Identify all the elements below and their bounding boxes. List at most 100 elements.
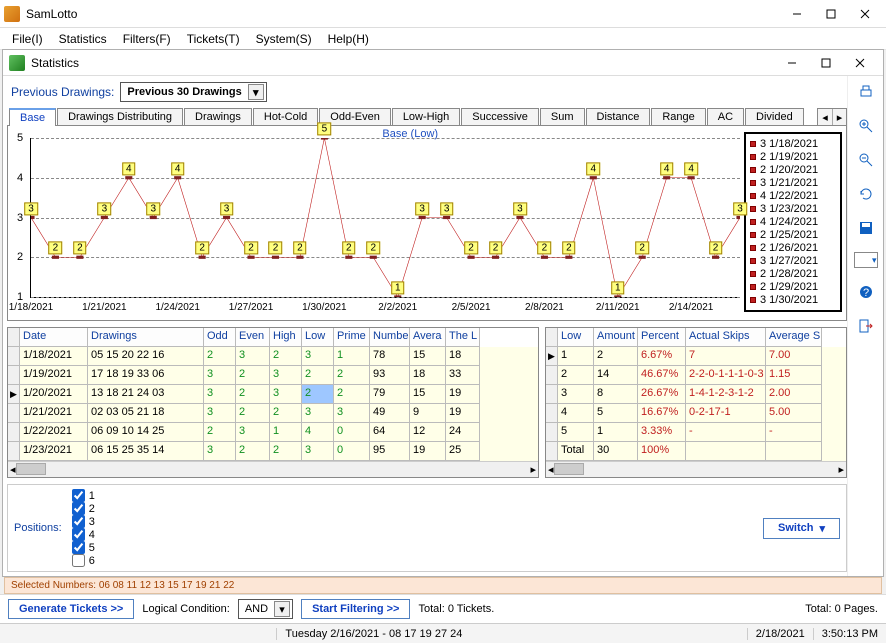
- position-checkbox-2[interactable]: 2: [72, 502, 95, 515]
- tab-range[interactable]: Range: [651, 108, 705, 125]
- table-row[interactable]: Total30100%: [546, 442, 846, 461]
- col-avg[interactable]: Avera: [410, 328, 446, 347]
- legend-item: 3 1/23/2021: [750, 203, 836, 215]
- col-even[interactable]: Even: [236, 328, 270, 347]
- legend-item: 2 1/26/2021: [750, 242, 836, 254]
- svg-text:?: ?: [862, 287, 868, 299]
- legend-item: 4 1/22/2021: [750, 190, 836, 202]
- col-tl[interactable]: The L: [446, 328, 480, 347]
- maximize-button[interactable]: [814, 3, 848, 25]
- app-titlebar: SamLotto: [0, 0, 886, 28]
- col-drw[interactable]: Drawings: [88, 328, 204, 347]
- close-button[interactable]: [848, 3, 882, 25]
- tab-distance[interactable]: Distance: [586, 108, 651, 125]
- tab-divided[interactable]: Divided: [745, 108, 804, 125]
- chart-panel: Base (Low) 123451/18/20211/21/20211/24/2…: [7, 126, 847, 321]
- table-row[interactable]: 4516.67%0-2-17-15.00: [546, 404, 846, 423]
- minimize-button[interactable]: [780, 3, 814, 25]
- position-checkbox-6[interactable]: 6: [72, 554, 95, 567]
- menu-item[interactable]: System(S): [248, 30, 320, 48]
- tab-successive[interactable]: Successive: [461, 108, 539, 125]
- refresh-icon[interactable]: [856, 184, 876, 204]
- tab-ac[interactable]: AC: [707, 108, 744, 125]
- col-low[interactable]: Low: [558, 328, 594, 347]
- side-toolbar: ▾ ?: [847, 76, 883, 576]
- legend-item: 2 1/28/2021: [750, 268, 836, 280]
- save-icon[interactable]: [856, 218, 876, 238]
- statistics-window: Statistics Previous Drawings: Previous 3…: [2, 49, 884, 577]
- col-skip[interactable]: Actual Skips: [686, 328, 766, 347]
- total-tickets-label: Total: 0 Tickets.: [418, 603, 494, 615]
- start-filtering-button[interactable]: Start Filtering >>: [301, 599, 410, 619]
- color-picker[interactable]: ▾: [854, 252, 878, 268]
- legend-item: 2 1/29/2021: [750, 281, 836, 293]
- position-checkbox-5[interactable]: 5: [72, 541, 95, 554]
- sub-maximize-button[interactable]: [809, 52, 843, 74]
- tab-scroll[interactable]: ◂▸: [817, 108, 847, 125]
- position-checkbox-3[interactable]: 3: [72, 515, 95, 528]
- tab-base[interactable]: Base: [9, 108, 56, 126]
- generate-tickets-button[interactable]: Generate Tickets >>: [8, 599, 134, 619]
- legend-item: 3 1/18/2021: [750, 138, 836, 150]
- table-row[interactable]: 21446.67%2-2-0-1-1-1-0-31.15: [546, 366, 846, 385]
- table-row[interactable]: 1/22/202106 09 10 14 2523140641224: [8, 423, 538, 442]
- logical-condition-value: AND: [245, 603, 268, 615]
- menu-item[interactable]: Tickets(T): [179, 30, 248, 48]
- position-checkbox-4[interactable]: 4: [72, 528, 95, 541]
- summary-table[interactable]: LowAmountPercentActual SkipsAverage S▶12…: [545, 327, 847, 478]
- switch-button[interactable]: Switch ▾: [763, 518, 840, 539]
- tab-strip: BaseDrawings DistributingDrawingsHot-Col…: [7, 108, 847, 126]
- chevron-down-icon: ▾: [248, 84, 264, 100]
- menu-bar: File(I)StatisticsFilters(F)Tickets(T)Sys…: [0, 28, 886, 50]
- chevron-down-icon: ▾: [274, 601, 290, 617]
- col-prime[interactable]: Prime: [334, 328, 370, 347]
- tab-hot-cold[interactable]: Hot-Cold: [253, 108, 318, 125]
- logical-condition-dropdown[interactable]: AND ▾: [238, 599, 293, 619]
- tab-low-high[interactable]: Low-High: [392, 108, 460, 125]
- positions-row: Positions: 1 2 3 4 5 6 Switch ▾: [7, 484, 847, 572]
- menu-item[interactable]: Statistics: [51, 30, 115, 48]
- zoom-in-icon[interactable]: [856, 116, 876, 136]
- tab-drawings[interactable]: Drawings: [184, 108, 252, 125]
- col-num[interactable]: Numbe: [370, 328, 410, 347]
- table-row[interactable]: 1/23/202106 15 25 35 1432230951925: [8, 442, 538, 461]
- table-row[interactable]: ▶126.67%77.00: [546, 347, 846, 366]
- status-time: 3:50:13 PM: [813, 628, 886, 640]
- sub-minimize-button[interactable]: [775, 52, 809, 74]
- sub-close-button[interactable]: [843, 52, 877, 74]
- positions-label: Positions:: [14, 522, 62, 534]
- menu-item[interactable]: Filters(F): [115, 30, 179, 48]
- legend-item: 2 1/25/2021: [750, 229, 836, 241]
- help-icon[interactable]: ?: [856, 282, 876, 302]
- table-row[interactable]: 3826.67%1-4-1-2-3-1-22.00: [546, 385, 846, 404]
- table-row[interactable]: 1/21/202102 03 05 21 183223349919: [8, 404, 538, 423]
- legend-item: 4 1/24/2021: [750, 216, 836, 228]
- tab-sum[interactable]: Sum: [540, 108, 585, 125]
- exit-icon[interactable]: [856, 316, 876, 336]
- table-row[interactable]: 1/18/202105 15 20 22 1623231781518: [8, 347, 538, 366]
- tab-drawings-distributing[interactable]: Drawings Distributing: [57, 108, 183, 125]
- prev-drawings-value: Previous 30 Drawings: [127, 86, 241, 98]
- table-row[interactable]: ▶1/20/202113 18 21 24 0332322791519: [8, 385, 538, 404]
- logical-condition-label: Logical Condition:: [142, 603, 229, 615]
- col-date[interactable]: Date: [20, 328, 88, 347]
- position-checkbox-1[interactable]: 1: [72, 489, 95, 502]
- col-amt[interactable]: Amount: [594, 328, 638, 347]
- tab-odd-even[interactable]: Odd-Even: [319, 108, 391, 125]
- col-avgs[interactable]: Average S: [766, 328, 822, 347]
- action-bar: Generate Tickets >> Logical Condition: A…: [0, 594, 886, 623]
- table-row[interactable]: 513.33%--: [546, 423, 846, 442]
- col-high[interactable]: High: [270, 328, 302, 347]
- col-pct[interactable]: Percent: [638, 328, 686, 347]
- table-scrollbar[interactable]: ◂▸: [546, 461, 846, 477]
- col-odd[interactable]: Odd: [204, 328, 236, 347]
- table-row[interactable]: 1/19/202117 18 19 33 0632322931833: [8, 366, 538, 385]
- menu-item[interactable]: Help(H): [320, 30, 377, 48]
- print-icon[interactable]: [856, 82, 876, 102]
- table-scrollbar[interactable]: ◂▸: [8, 461, 538, 477]
- drawings-table[interactable]: DateDrawingsOddEvenHighLowPrimeNumbeAver…: [7, 327, 539, 478]
- menu-item[interactable]: File(I): [4, 30, 51, 48]
- prev-drawings-dropdown[interactable]: Previous 30 Drawings ▾: [120, 82, 266, 102]
- zoom-out-icon[interactable]: [856, 150, 876, 170]
- col-low[interactable]: Low: [302, 328, 334, 347]
